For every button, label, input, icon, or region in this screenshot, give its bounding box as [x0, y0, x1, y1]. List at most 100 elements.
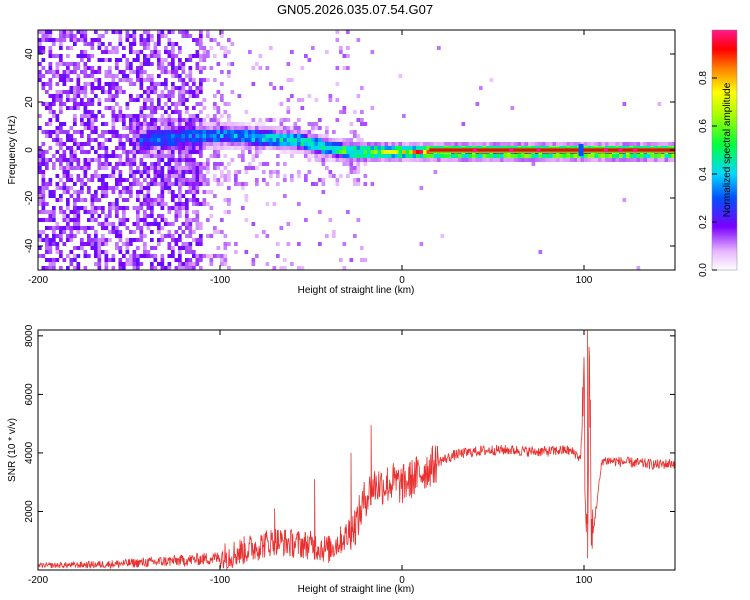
- spectrogram-cell: [353, 150, 357, 154]
- spectrogram-cell: [38, 198, 42, 202]
- spectrogram-cell: [192, 138, 196, 142]
- spectrogram-cell: [69, 166, 74, 170]
- spectrogram-cell: [66, 202, 70, 206]
- spectrogram-cell: [209, 126, 214, 130]
- spectrogram-cell: [237, 134, 242, 138]
- spectrogram-cell: [227, 118, 231, 122]
- spectrogram-cell: [223, 146, 228, 150]
- spectrogram-cell: [251, 82, 256, 86]
- spectrogram-cell: [66, 254, 70, 258]
- spectrogram-cell: [153, 150, 158, 154]
- spectrogram-cell: [83, 206, 88, 210]
- spectrogram-cell: [139, 114, 144, 118]
- spectrogram-cell: [545, 142, 550, 146]
- spectrogram-cell: [304, 54, 308, 58]
- spectrogram-cell: [188, 262, 193, 266]
- spectrogram-cell: [104, 214, 109, 218]
- spectrogram-cell: [199, 182, 203, 186]
- spectrogram-cell: [171, 42, 175, 46]
- spectrogram-cell: [185, 134, 189, 138]
- spectrogram-cell: [178, 258, 182, 262]
- spectrogram-cell: [195, 238, 200, 242]
- spectrogram-cell: [52, 258, 56, 262]
- spectrogram-cell: [195, 134, 200, 138]
- spectrogram-cell: [59, 54, 63, 58]
- spectrogram-cell: [223, 246, 228, 250]
- spectrogram-cell: [206, 122, 210, 126]
- spectrogram-cell: [622, 158, 627, 162]
- spectrogram-cell: [174, 70, 179, 74]
- spectrogram-cell: [258, 66, 263, 70]
- spectrogram-cell: [255, 126, 259, 130]
- spectrogram-cell: [104, 258, 109, 262]
- spectrogram-cell: [146, 130, 151, 134]
- spectrogram-cell: [73, 34, 77, 38]
- spectrogram-cell: [66, 190, 70, 194]
- spectrogram-cell: [202, 198, 207, 202]
- spectrogram-cell: [87, 186, 91, 190]
- spectrogram-cell: [125, 238, 130, 242]
- spectrogram-cell: [171, 126, 175, 130]
- spectrogram-peak-cell: [618, 148, 623, 152]
- spectrogram-cell: [185, 106, 189, 110]
- spectrogram-cell: [164, 218, 168, 222]
- spectrogram-cell: [38, 42, 42, 46]
- spectrogram-cell: [52, 214, 56, 218]
- spectrogram-cell: [150, 50, 154, 54]
- spectrogram-cell: [335, 138, 340, 142]
- spectrogram-cell: [108, 206, 112, 210]
- spectrogram-cell: [297, 242, 301, 246]
- spectrogram-cell: [325, 154, 329, 158]
- spectrogram-cell: [80, 242, 84, 246]
- spectrogram-cell: [272, 86, 277, 90]
- spectrogram-cell: [178, 154, 182, 158]
- spectrogram-cell: [136, 226, 140, 230]
- spectrogram-cell: [118, 70, 123, 74]
- spectrogram-cell: [115, 186, 119, 190]
- spectrogram-cell: [59, 154, 63, 158]
- spectrogram-cell: [150, 82, 154, 86]
- spectrogram-cell: [101, 134, 105, 138]
- spectrogram-cell: [388, 158, 392, 162]
- spectrogram-cell: [136, 142, 140, 146]
- spectrogram-cell: [108, 222, 112, 226]
- spectrogram-cell: [307, 154, 312, 158]
- spectrogram-cell: [87, 138, 91, 142]
- spectrogram-cell: [311, 138, 315, 142]
- spectrogram-cell: [136, 122, 140, 126]
- spectrogram-cell: [101, 86, 105, 90]
- spectrogram-cell: [521, 158, 525, 162]
- spectrogram-cell: [472, 154, 476, 158]
- spectrogram-cell: [332, 230, 336, 234]
- spectrogram-cell: [38, 38, 42, 42]
- spectrogram-cell: [531, 158, 536, 162]
- spectrogram-cell: [633, 142, 637, 146]
- spectrogram-cell: [76, 130, 81, 134]
- spectrogram-cell: [143, 234, 147, 238]
- spectrogram-cell: [227, 202, 231, 206]
- spectrogram-cell: [178, 166, 182, 170]
- spectrogram-cell: [517, 142, 522, 146]
- spectrogram-cell: [307, 142, 312, 146]
- spectrogram-cell: [188, 250, 193, 254]
- spectrogram-cell: [150, 130, 154, 134]
- spectrogram-cell: [143, 202, 147, 206]
- spectrogram-cell: [80, 186, 84, 190]
- spectrogram-cell: [388, 154, 392, 158]
- spectrogram-cell: [150, 198, 154, 202]
- spectrogram-cell: [45, 70, 49, 74]
- spectrogram-cell: [111, 94, 116, 98]
- spectrogram-cell: [286, 130, 291, 134]
- spectrogram-cell: [591, 142, 595, 146]
- spectrogram-cell: [129, 122, 133, 126]
- spectrogram-cell: [45, 106, 49, 110]
- spectrogram-cell: [146, 54, 151, 58]
- spectrogram-cell: [139, 174, 144, 178]
- spectrogram-cell: [94, 150, 98, 154]
- spectrogram-cell: [66, 162, 70, 166]
- spectrogram-cell: [104, 250, 109, 254]
- spectrogram-cell: [171, 58, 175, 62]
- spectrogram-cell: [356, 146, 361, 150]
- spectrogram-cell: [48, 50, 53, 54]
- spectrogram-cell: [76, 54, 81, 58]
